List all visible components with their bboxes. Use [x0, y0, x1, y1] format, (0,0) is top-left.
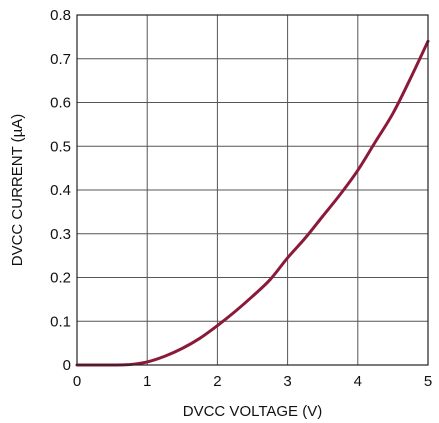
plot-frame — [76, 14, 429, 366]
y-axis-title: DVCC CURRENT (µA) — [9, 114, 26, 267]
series-line-dvcc-current — [75, 39, 430, 367]
y-axis-ticks: 0 0.1 0.2 0.3 0.4 0.5 0.6 0.7 0.8 — [50, 7, 71, 374]
x-tick-label: 2 — [213, 373, 221, 390]
x-axis-title: DVCC VOLTAGE (V) — [183, 403, 322, 420]
x-tick-label: 3 — [283, 373, 291, 390]
y-tick-label: 0.6 — [50, 95, 71, 112]
y-tick-label: 0.5 — [50, 138, 71, 155]
y-tick-label: 0.3 — [50, 226, 71, 243]
y-tick-label: 0 — [63, 357, 71, 374]
y-tick-label: 0.8 — [50, 7, 71, 24]
x-tick-label: 4 — [354, 373, 362, 390]
x-tick-label: 5 — [424, 373, 432, 390]
x-axis-ticks: 0 1 2 3 4 5 — [73, 373, 432, 390]
grid — [76, 14, 429, 366]
x-tick-label: 0 — [73, 373, 81, 390]
y-tick-label: 0.1 — [50, 313, 71, 330]
y-tick-label: 0.2 — [50, 270, 71, 287]
x-tick-label: 1 — [143, 373, 151, 390]
y-tick-label: 0.4 — [50, 182, 71, 199]
y-tick-label: 0.7 — [50, 51, 71, 68]
